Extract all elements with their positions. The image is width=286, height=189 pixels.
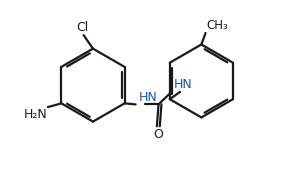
Text: O: O <box>153 128 163 141</box>
Text: CH₃: CH₃ <box>206 19 228 32</box>
Text: H₂N: H₂N <box>24 108 47 121</box>
Text: HN: HN <box>139 91 158 104</box>
Text: Cl: Cl <box>76 21 89 34</box>
Text: HN: HN <box>174 78 193 91</box>
